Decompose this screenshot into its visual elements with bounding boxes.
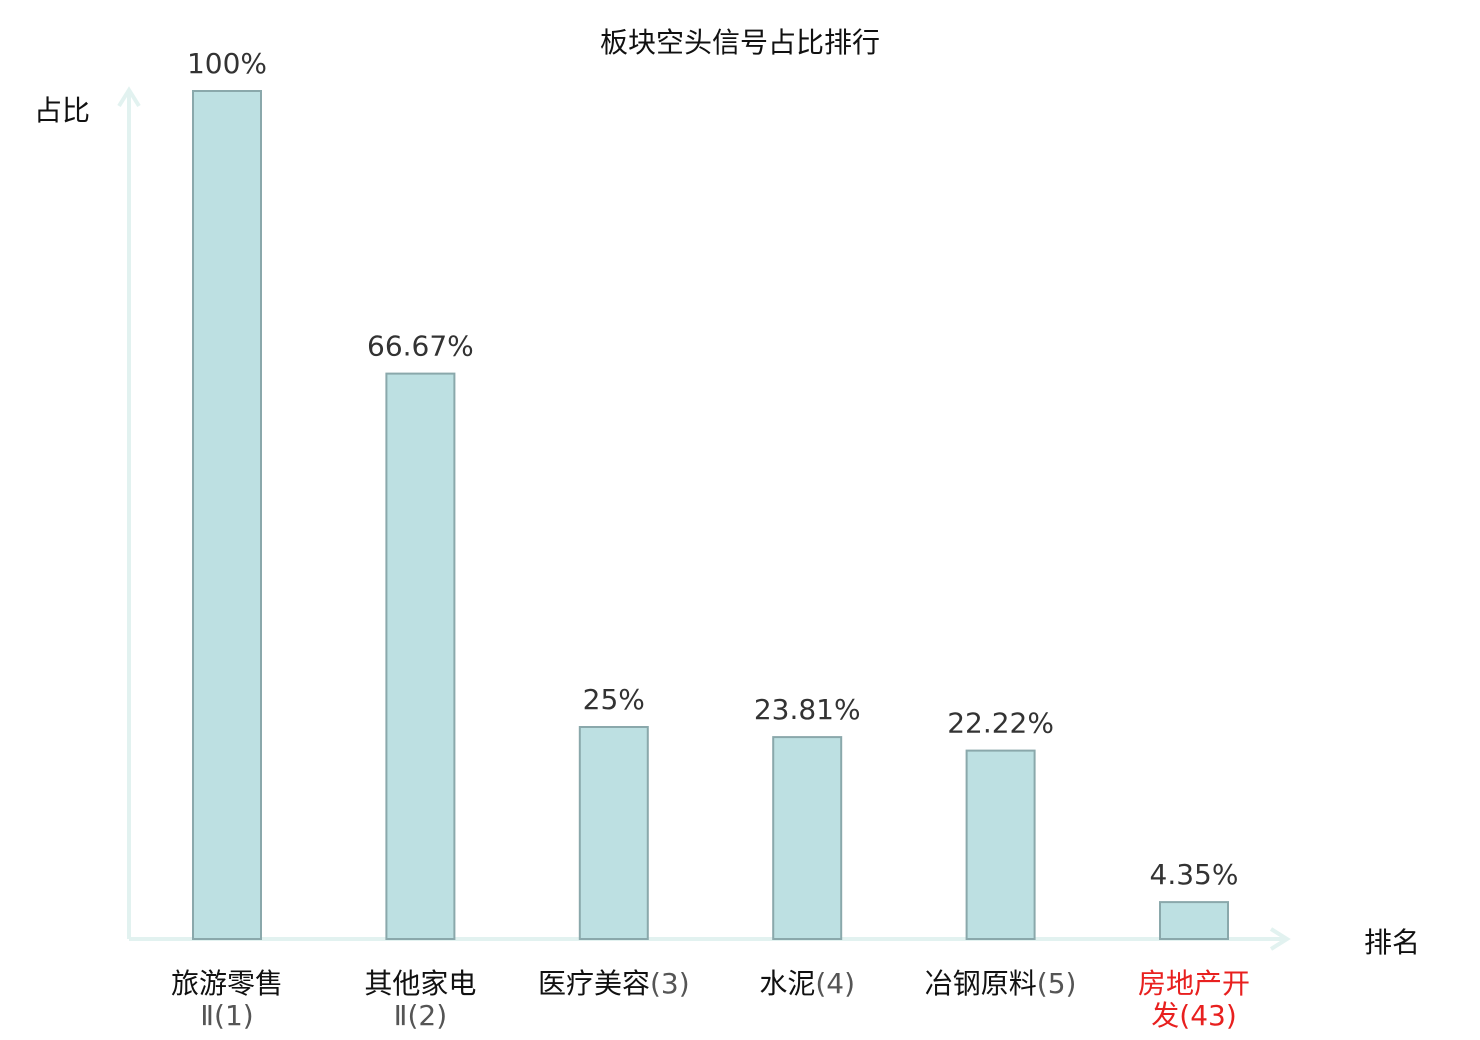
bars [192, 90, 1229, 941]
bar [965, 749, 1036, 940]
category-name: 其他家电 [364, 967, 476, 1000]
category-name-cont: Ⅱ [200, 999, 214, 1032]
axes [117, 86, 1291, 951]
category-name: 冶钢原料 [925, 967, 1037, 1000]
category-name: 房地产开 [1138, 967, 1250, 1000]
category-label-line2: Ⅱ(2) [394, 999, 447, 1032]
category-label: 冶钢原料(5) [925, 967, 1077, 1000]
chart-title: 板块空头信号占比排行 [600, 26, 880, 59]
category-rank: (5) [1037, 967, 1077, 1000]
category-rank: (1) [214, 999, 254, 1032]
category-label: 水泥(4) [759, 967, 855, 1000]
bar [1159, 901, 1229, 940]
bar-value-label: 22.22% [947, 707, 1054, 740]
category-name: 医疗美容 [538, 967, 650, 1000]
category-name: 旅游零售 [171, 967, 283, 1000]
bar [192, 90, 262, 940]
bar [385, 372, 456, 941]
bar-value-label: 23.81% [754, 693, 861, 726]
category-label-line2: 发(43) [1151, 999, 1237, 1032]
category-label: 医疗美容(3) [538, 967, 690, 1000]
value-labels: 100% 66.67% 25% 23.81% 22.22% 4.35% [187, 47, 1239, 891]
y-axis-arrow [117, 86, 141, 108]
category-rank: (3) [650, 967, 690, 1000]
category-name: 水泥 [759, 967, 815, 1000]
category-label: 旅游零售 [171, 967, 283, 1000]
bar-value-label: 100% [187, 47, 267, 80]
bar-value-label: 25% [583, 683, 645, 716]
x-axis-arrow [1269, 927, 1291, 951]
category-name-cont: Ⅱ [394, 999, 408, 1032]
y-axis-label: 占比 [34, 94, 90, 127]
bar [578, 726, 649, 940]
bar-value-label: 66.67% [367, 330, 474, 363]
category-label: 其他家电 [364, 967, 476, 1000]
x-axis-label: 排名 [1364, 926, 1420, 959]
bar-value-label: 4.35% [1150, 858, 1239, 891]
category-rank: (4) [815, 967, 855, 1000]
category-name-cont: 发 [1151, 999, 1179, 1032]
category-label: 房地产开 [1138, 967, 1250, 1000]
category-label-line2: Ⅱ(1) [200, 999, 253, 1032]
category-rank: (2) [407, 999, 447, 1032]
category-rank: (43) [1179, 999, 1236, 1032]
bar [772, 736, 843, 940]
